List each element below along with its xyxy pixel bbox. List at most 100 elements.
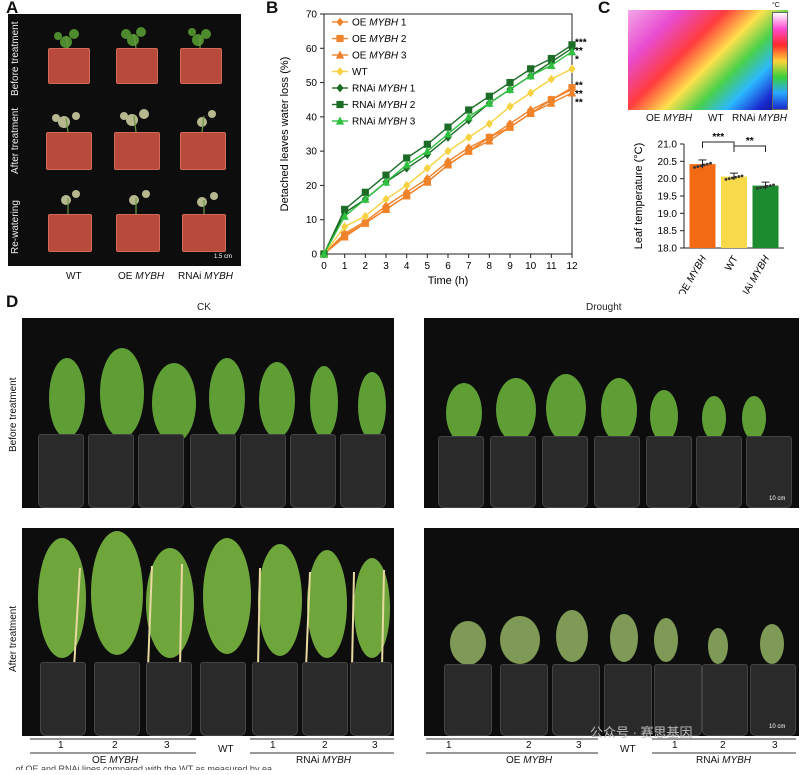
data-point [423,163,431,173]
pot [180,132,226,170]
replicate-point [693,166,696,169]
bar [689,164,716,248]
y-tick-label: 20 [306,181,318,192]
leaf-temperature-chart: 18.0 18.5 19.0 19.5 20.0 20.5 21.0 Leaf tempera… [633,132,784,294]
significance-mark: ** [575,46,583,57]
x-tick-label: 7 [466,261,472,272]
black-pot [290,434,336,508]
panel-label-b: B [266,0,279,17]
replicate-point [731,176,734,180]
ck-after-plants [38,531,390,669]
replicate-point [699,164,703,168]
pot [46,132,92,170]
group-rnai-label: RNAi MYBH [296,755,351,766]
data-point [568,41,576,49]
col-label-oe-gene: MYBH [135,271,165,282]
group-oe-gene: MYBH [523,755,553,766]
replicate-point [765,184,769,188]
row-label-d-before: Before treatment [8,377,19,452]
data-point [505,84,515,94]
scale-bar-a: 1.5 cm [214,254,233,260]
data-point [567,88,577,97]
series-line [323,87,573,255]
y-tick-label: 50 [306,78,318,89]
drought-after-photo: 10 cm [424,528,799,736]
thermal-label-oe-gene: MYBH [663,113,693,124]
replicate-point [762,185,766,189]
data-point [381,177,391,186]
group-brackets [30,738,796,754]
data-point [547,98,556,107]
group-rnai-gene: MYBH [322,755,352,766]
thermal-label-rnai-gene: MYBH [758,113,788,124]
data-point [547,60,556,70]
black-pot [646,436,692,508]
data-point [340,232,349,241]
drought-after-plants [450,610,784,665]
data-point [465,106,473,114]
comparison-bracket [702,141,735,148]
black-pot [746,436,792,508]
legend-marker [336,17,344,27]
data-point [567,47,577,56]
bar [721,176,747,248]
watermark: 公众号 · 赛思基因 [590,725,693,740]
group-wt: WT [620,744,636,755]
group-number: 3 [772,740,778,751]
x-tick-label: 3 [383,261,389,272]
black-pot [500,664,548,736]
x-tick-label: 11 [546,261,557,272]
data-point [505,122,515,131]
data-point [485,136,494,145]
x-tick-label: 1 [342,261,348,272]
data-point [403,154,411,162]
data-point [547,74,555,84]
black-pot [200,662,246,736]
ck-after-photo [22,528,394,736]
data-point [527,65,535,73]
y-tick-label: 10 [306,215,318,226]
y-axis-label: Detached leaves water loss (%) [279,57,291,212]
section-title-ck: CK [197,302,211,313]
legend-entry: OE MYBH 3 [352,51,407,62]
x-tick-label: 8 [487,261,493,272]
replicate-point [737,175,741,178]
significance-mark: *** [575,37,587,48]
black-pot [654,664,702,736]
replicate-point [772,183,775,187]
group-oe-prefix: OE [506,755,521,766]
ck-before-plants [49,348,386,443]
group-number: 1 [446,740,452,751]
pot [180,48,222,84]
replicate-point [768,184,772,187]
group-rnai-label: RNAi MYBH [696,755,751,766]
x-tick-label: 2 [363,261,369,272]
data-point [423,140,431,148]
row-label-before: Before treatment [10,21,21,96]
data-point [526,108,535,118]
data-point [382,194,390,204]
legend-entry: OE MYBH 2 [352,34,407,45]
group-number: 2 [322,740,328,751]
replicate-point [709,161,712,165]
caption-fragment: … of OE and RNAi lines compared with the… [4,764,281,770]
legend-entry: RNAi MYBH 2 [352,100,416,111]
thermal-label-oe: OE MYBH [646,113,692,124]
legend-entry: RNAi MYBH 1 [352,84,416,95]
group-number: 1 [270,740,276,751]
black-pot [750,664,796,736]
legend-marker [336,67,344,76]
group-oe-label: OE MYBH [92,755,138,766]
x-tick-label: 10 [525,261,537,272]
drought-before-plants [446,374,766,443]
x-tick-label: 9 [507,261,513,272]
data-point [341,205,349,214]
pot [48,214,92,252]
y-tick-label: 20.5 [658,157,678,168]
data-point [319,249,329,258]
black-pot [88,434,134,508]
replicate-point [696,165,700,169]
data-point [444,146,452,156]
seedlings-drawing [52,27,218,214]
group-number: 2 [112,740,118,751]
